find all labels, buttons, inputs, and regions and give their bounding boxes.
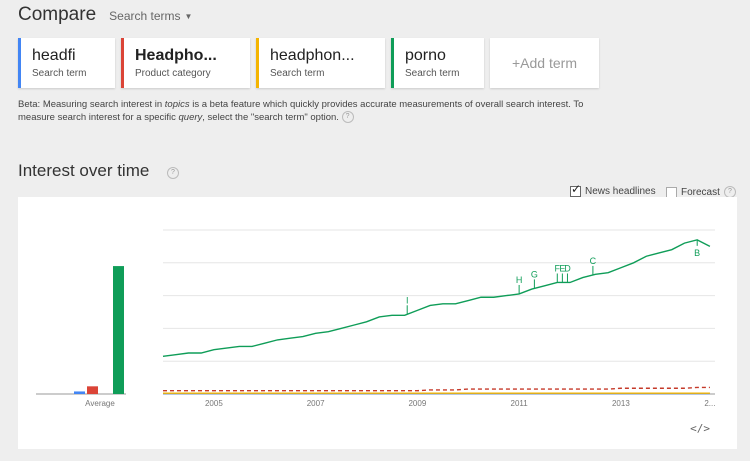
beta-note-text: Beta: Measuring search interest in <box>18 99 165 110</box>
news-marker-label: C <box>590 256 597 266</box>
term-card-headphones-term[interactable]: headphon... Search term <box>256 38 385 88</box>
average-label: Average <box>85 399 115 408</box>
average-bar-headfi <box>74 391 85 394</box>
beta-note: Beta: Measuring search interest in topic… <box>18 98 618 124</box>
term-type: Product category <box>135 68 211 79</box>
interest-chart-panel: Average 2005 2007 2009 2011 2013 2... I H G F E D C B … <box>18 197 737 449</box>
checkmark-icon: ✓ <box>571 182 582 196</box>
interest-title: Interest over time <box>18 161 150 180</box>
x-tick-label: 2007 <box>307 399 325 408</box>
compare-title: Compare <box>18 4 97 25</box>
x-tick-label: 2011 <box>511 399 529 408</box>
news-marker-label: I <box>406 295 409 305</box>
series-line-headpho <box>163 386 710 392</box>
news-marker-label: D <box>564 263 571 273</box>
term-card-headphones-category[interactable]: Headpho... Product category <box>121 38 250 88</box>
help-icon[interactable]: ? <box>167 167 179 179</box>
embed-code-icon[interactable]: </> <box>690 422 710 435</box>
news-marker-label: E <box>559 263 565 273</box>
term-name: porno <box>405 47 446 64</box>
x-tick-label: 2005 <box>205 399 223 408</box>
news-marker-label: G <box>531 269 538 279</box>
beta-note-topics: topics <box>164 99 190 110</box>
x-tick-label: 2013 <box>612 399 630 408</box>
caret-down-icon: ▼ <box>184 11 193 21</box>
news-marker-label: B <box>694 248 700 258</box>
term-color-bar <box>256 38 259 88</box>
term-color-bar <box>18 38 21 88</box>
help-icon[interactable]: ? <box>341 111 354 124</box>
term-name: headphon... <box>270 47 355 64</box>
term-color-bar <box>121 38 124 88</box>
news-headlines-label: News headlines <box>585 186 656 197</box>
forecast-label: Forecast <box>681 186 720 198</box>
term-color-bar <box>391 38 394 88</box>
x-tick-label: 2... <box>704 399 715 408</box>
average-bar-headpho <box>87 386 98 394</box>
news-marker-label: H <box>516 275 523 285</box>
beta-note-query: query <box>178 112 203 123</box>
compare-header: Compare Search terms ▼ <box>18 4 192 26</box>
series-line-porno <box>162 239 711 357</box>
term-type: Search term <box>270 68 325 79</box>
term-type: Search term <box>405 68 460 79</box>
search-type-dropdown[interactable]: Search terms ▼ <box>109 9 192 23</box>
add-term-button[interactable]: +Add term <box>490 38 599 88</box>
beta-note-text: , select the "search term" option. <box>202 112 339 123</box>
interest-chart: Average 2005 2007 2009 2011 2013 2... I HG F ED C B <box>36 229 715 408</box>
beta-note-text: is a beta feature which quickly provides… <box>18 99 584 123</box>
news-headlines-option[interactable]: ✓ News headlines <box>570 182 656 197</box>
news-marker-label: F <box>555 263 561 273</box>
search-type-label: Search terms <box>109 9 181 23</box>
terms-row: headfi Search term Headpho... Product ca… <box>18 38 599 88</box>
average-bar-porno <box>113 266 124 394</box>
news-headlines-checkbox[interactable]: ✓ <box>570 182 581 197</box>
x-tick-label: 2009 <box>408 399 426 408</box>
term-type: Search term <box>32 68 87 79</box>
forecast-checkbox[interactable] <box>666 186 677 198</box>
term-name: headfi <box>32 47 76 64</box>
term-card-porno[interactable]: porno Search term <box>391 38 484 88</box>
term-card-headfi[interactable]: headfi Search term <box>18 38 115 88</box>
term-name: Headpho... <box>135 47 217 64</box>
